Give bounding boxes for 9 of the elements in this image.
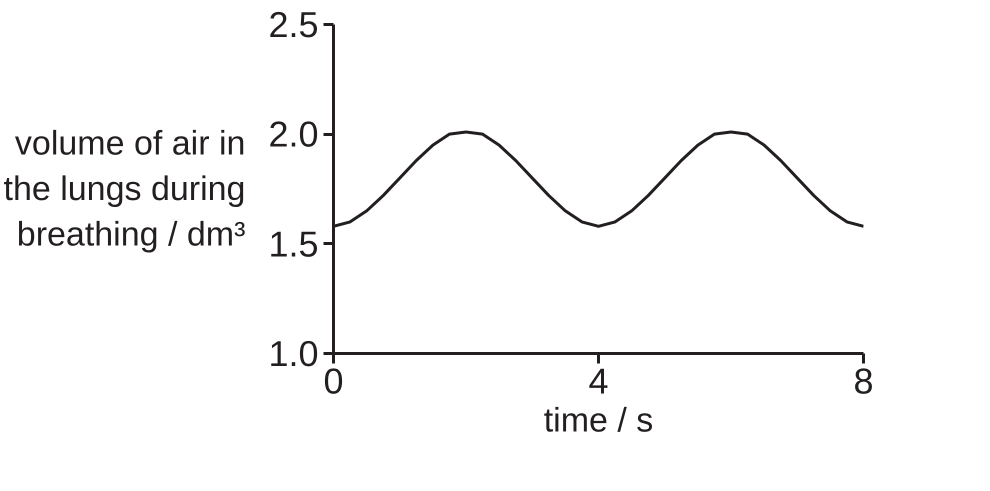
y-tick-label: 1.0: [268, 333, 318, 374]
x-tick-label: 0: [323, 360, 344, 402]
y-tick-label: 1.5: [268, 223, 318, 264]
x-tick-label: 4: [588, 360, 609, 402]
x-axis-title: time / s: [544, 402, 654, 440]
y-tick-label: 2.5: [268, 4, 318, 45]
y-tick-label: 2.0: [268, 114, 318, 155]
y-axis-title: volume of air in the lungs during breathing / dm³: [4, 124, 246, 254]
x-tick-label: 8: [853, 360, 874, 402]
